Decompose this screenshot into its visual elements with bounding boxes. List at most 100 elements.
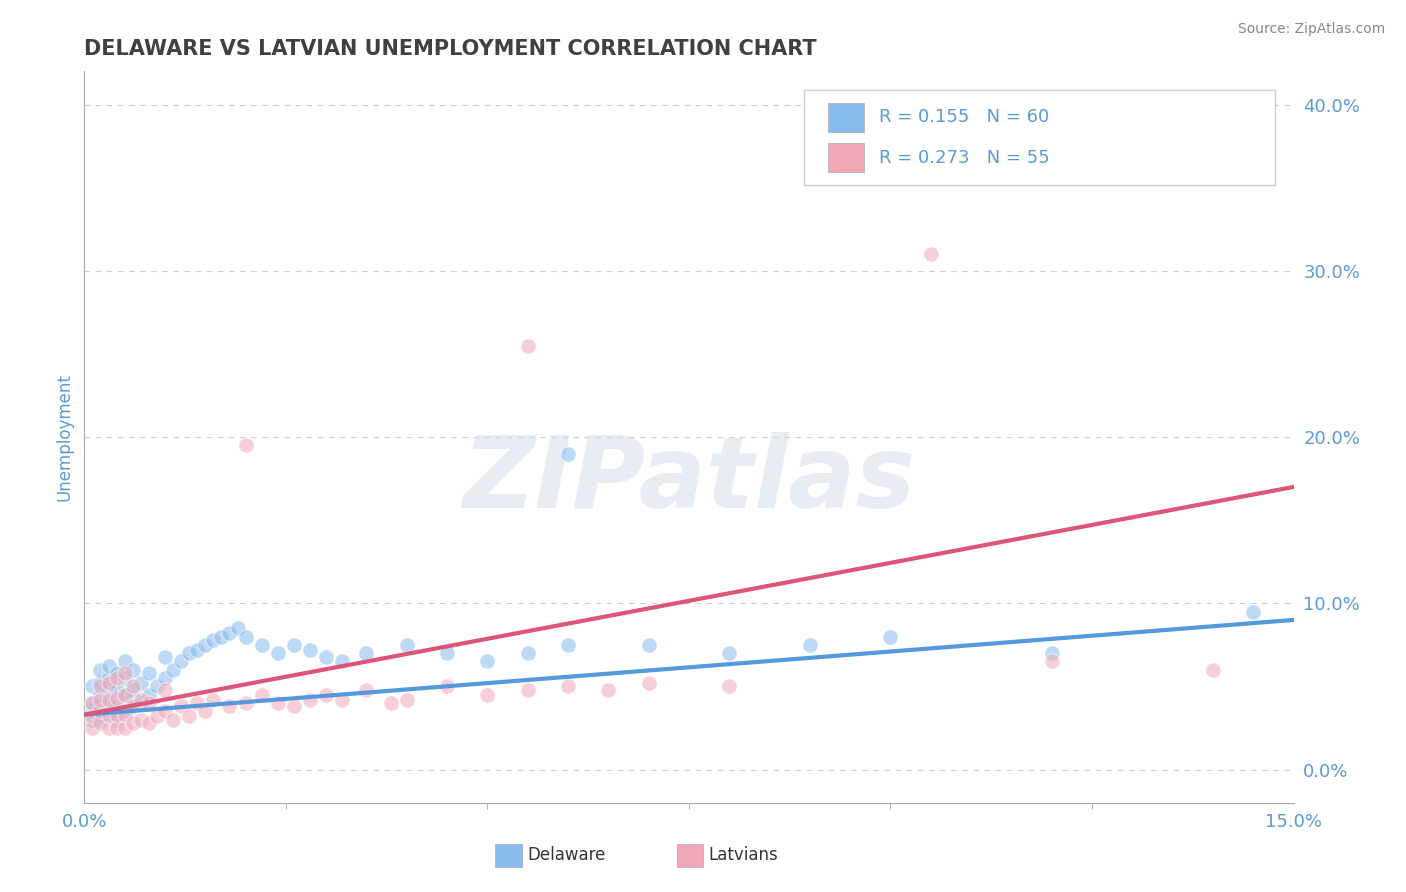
Point xyxy=(97,682,120,697)
Point xyxy=(162,663,184,677)
Point xyxy=(138,696,160,710)
Point xyxy=(129,696,152,710)
Point xyxy=(186,696,208,710)
Point xyxy=(97,707,120,722)
Point xyxy=(202,692,225,706)
Point xyxy=(97,692,120,706)
Point xyxy=(82,696,104,710)
Point xyxy=(105,682,128,697)
Point xyxy=(718,646,741,660)
Point xyxy=(89,713,111,727)
Bar xyxy=(828,143,865,172)
Point xyxy=(1040,655,1063,669)
Point xyxy=(138,666,160,681)
FancyBboxPatch shape xyxy=(804,90,1275,185)
Point xyxy=(121,682,143,697)
Point xyxy=(637,676,659,690)
Point xyxy=(146,680,169,694)
Point xyxy=(250,638,273,652)
Point xyxy=(516,682,538,697)
Point xyxy=(1202,663,1225,677)
Point xyxy=(114,671,136,685)
Point xyxy=(186,643,208,657)
Point xyxy=(162,713,184,727)
Point xyxy=(105,699,128,714)
Point xyxy=(330,692,353,706)
Text: Latvians: Latvians xyxy=(709,847,778,864)
Point xyxy=(82,705,104,719)
Text: DELAWARE VS LATVIAN UNEMPLOYMENT CORRELATION CHART: DELAWARE VS LATVIAN UNEMPLOYMENT CORRELA… xyxy=(84,38,817,59)
Point xyxy=(138,716,160,731)
Point xyxy=(105,666,128,681)
Point xyxy=(477,688,499,702)
Point xyxy=(153,671,176,685)
Point xyxy=(146,709,169,723)
Point xyxy=(121,699,143,714)
Point xyxy=(356,646,378,660)
Bar xyxy=(676,844,703,867)
Point xyxy=(299,692,322,706)
Point xyxy=(250,688,273,702)
Point xyxy=(97,671,120,685)
Point xyxy=(315,649,337,664)
Point xyxy=(138,688,160,702)
Point xyxy=(129,713,152,727)
Point xyxy=(89,680,111,694)
Point xyxy=(89,688,111,702)
Bar xyxy=(828,103,865,132)
Point xyxy=(89,663,111,677)
Point xyxy=(1241,605,1264,619)
Point xyxy=(82,696,104,710)
Point xyxy=(202,632,225,647)
Point xyxy=(105,713,128,727)
Point xyxy=(170,655,193,669)
Point xyxy=(395,692,418,706)
Point xyxy=(637,638,659,652)
Point xyxy=(235,696,257,710)
Point xyxy=(477,655,499,669)
Point xyxy=(114,688,136,702)
Point xyxy=(267,696,290,710)
Text: Source: ZipAtlas.com: Source: ZipAtlas.com xyxy=(1237,22,1385,37)
Point xyxy=(114,666,136,681)
Point xyxy=(82,713,104,727)
Point xyxy=(718,680,741,694)
Bar xyxy=(495,844,522,867)
Point xyxy=(114,707,136,722)
Point xyxy=(1040,646,1063,660)
Point xyxy=(315,688,337,702)
Point xyxy=(330,655,353,669)
Point xyxy=(121,699,143,714)
Point xyxy=(218,699,240,714)
Point xyxy=(516,338,538,352)
Y-axis label: Unemployment: Unemployment xyxy=(55,373,73,501)
Point xyxy=(557,638,579,652)
Point xyxy=(121,663,143,677)
Point xyxy=(114,721,136,735)
Point xyxy=(89,692,111,706)
Point xyxy=(129,692,152,706)
Point xyxy=(170,699,193,714)
Point xyxy=(153,705,176,719)
Point xyxy=(209,630,232,644)
Point xyxy=(97,721,120,735)
Text: R = 0.155   N = 60: R = 0.155 N = 60 xyxy=(879,109,1049,127)
Point xyxy=(129,676,152,690)
Point xyxy=(267,646,290,660)
Point xyxy=(89,699,111,714)
Point xyxy=(436,680,458,694)
Text: ZIPatlas: ZIPatlas xyxy=(463,433,915,530)
Text: R = 0.273   N = 55: R = 0.273 N = 55 xyxy=(879,149,1049,167)
Point xyxy=(153,649,176,664)
Point xyxy=(395,638,418,652)
Point xyxy=(226,621,249,635)
Point xyxy=(879,630,901,644)
Point xyxy=(89,716,111,731)
Point xyxy=(97,676,120,690)
Point xyxy=(121,680,143,694)
Point xyxy=(299,643,322,657)
Point xyxy=(283,638,305,652)
Point xyxy=(105,671,128,685)
Point xyxy=(114,655,136,669)
Point xyxy=(114,688,136,702)
